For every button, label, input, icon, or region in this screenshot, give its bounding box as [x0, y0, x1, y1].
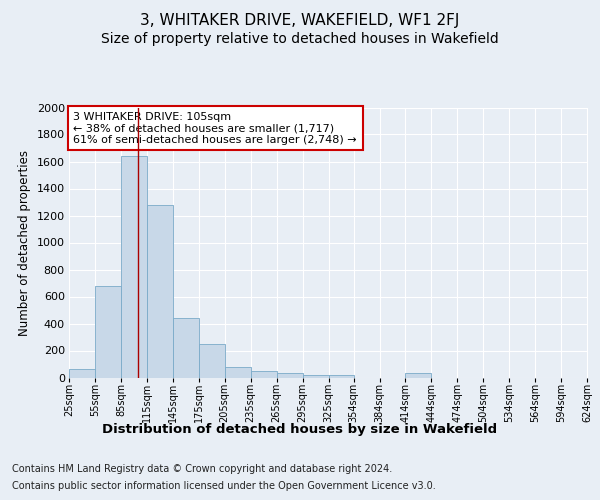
Bar — [95, 286, 121, 378]
Bar — [121, 156, 147, 378]
Bar — [406, 374, 431, 378]
Bar — [147, 204, 173, 378]
Bar — [69, 370, 95, 378]
Text: Contains public sector information licensed under the Open Government Licence v3: Contains public sector information licen… — [12, 481, 436, 491]
Bar — [225, 366, 251, 378]
Text: Contains HM Land Registry data © Crown copyright and database right 2024.: Contains HM Land Registry data © Crown c… — [12, 464, 392, 474]
Text: 3 WHITAKER DRIVE: 105sqm
← 38% of detached houses are smaller (1,717)
61% of sem: 3 WHITAKER DRIVE: 105sqm ← 38% of detach… — [73, 112, 357, 144]
Bar — [277, 374, 302, 378]
Text: Distribution of detached houses by size in Wakefield: Distribution of detached houses by size … — [103, 422, 497, 436]
Bar — [251, 372, 277, 378]
Text: 3, WHITAKER DRIVE, WAKEFIELD, WF1 2FJ: 3, WHITAKER DRIVE, WAKEFIELD, WF1 2FJ — [140, 12, 460, 28]
Bar — [329, 374, 355, 378]
Bar — [302, 374, 329, 378]
Bar — [173, 318, 199, 378]
Bar — [199, 344, 225, 378]
Y-axis label: Number of detached properties: Number of detached properties — [18, 150, 31, 336]
Text: Size of property relative to detached houses in Wakefield: Size of property relative to detached ho… — [101, 32, 499, 46]
